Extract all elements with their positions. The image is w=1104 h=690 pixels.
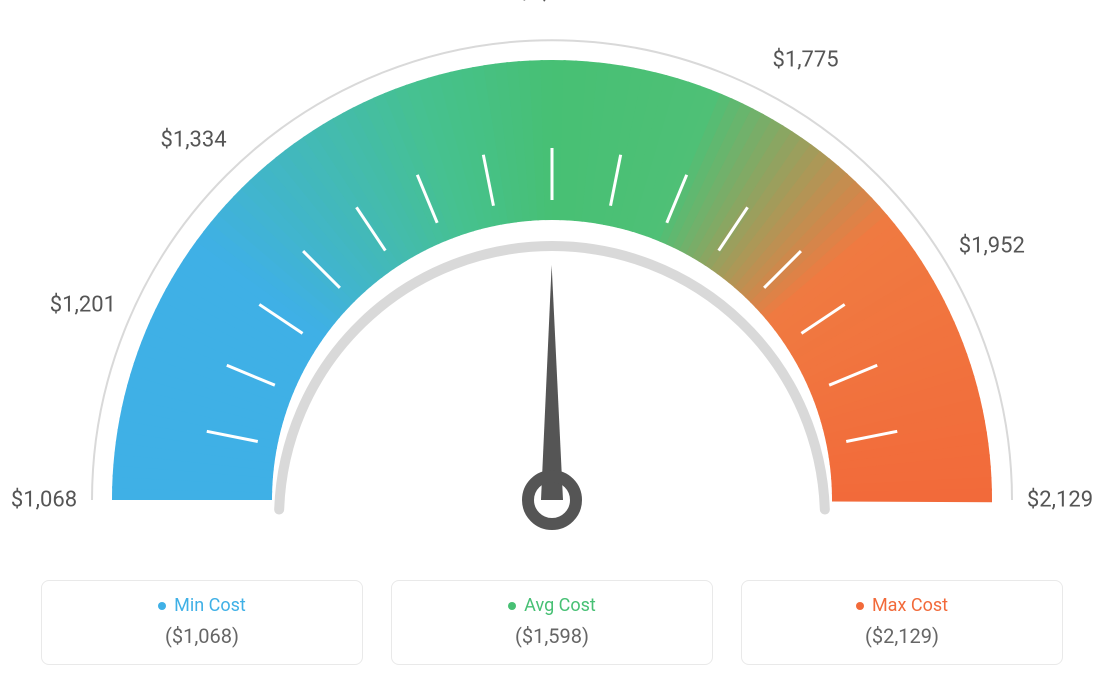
legend-label: Min Cost <box>174 595 246 616</box>
gauge-tick-label: $1,598 <box>518 0 584 5</box>
legend-value: ($1,068) <box>165 624 239 648</box>
gauge-tick-label: $2,129 <box>1027 488 1093 513</box>
legend-label: Avg Cost <box>524 595 596 616</box>
gauge-chart: $1,068 $1,201 $1,334 $1,598 $1,775 $1,952 $2,1… <box>0 0 1104 690</box>
gauge-tick-label: $1,775 <box>772 47 838 72</box>
legend-value: ($2,129) <box>865 624 939 648</box>
legend-dot-icon <box>158 602 166 610</box>
legend-dot-icon <box>856 602 864 610</box>
gauge-tick-label: $1,068 <box>11 488 77 513</box>
gauge-tick-label: $1,952 <box>959 233 1025 258</box>
legend-label-line: Max Cost <box>856 595 948 616</box>
legend-card: Avg Cost ($1,598) <box>391 580 713 665</box>
legend-card: Max Cost ($2,129) <box>741 580 1063 665</box>
legend-label-line: Min Cost <box>158 595 246 616</box>
legend-label: Max Cost <box>872 595 948 616</box>
legend-row: Min Cost ($1,068) Avg Cost ($1,598) Max Cost… <box>0 580 1104 665</box>
legend-dot-icon <box>508 602 516 610</box>
legend-label-line: Avg Cost <box>508 595 596 616</box>
gauge-tick-label: $1,201 <box>50 293 116 318</box>
legend-value: ($1,598) <box>515 624 589 648</box>
gauge-svg <box>0 0 1104 560</box>
gauge-tick-label: $1,334 <box>161 127 227 152</box>
legend-card: Min Cost ($1,068) <box>41 580 363 665</box>
